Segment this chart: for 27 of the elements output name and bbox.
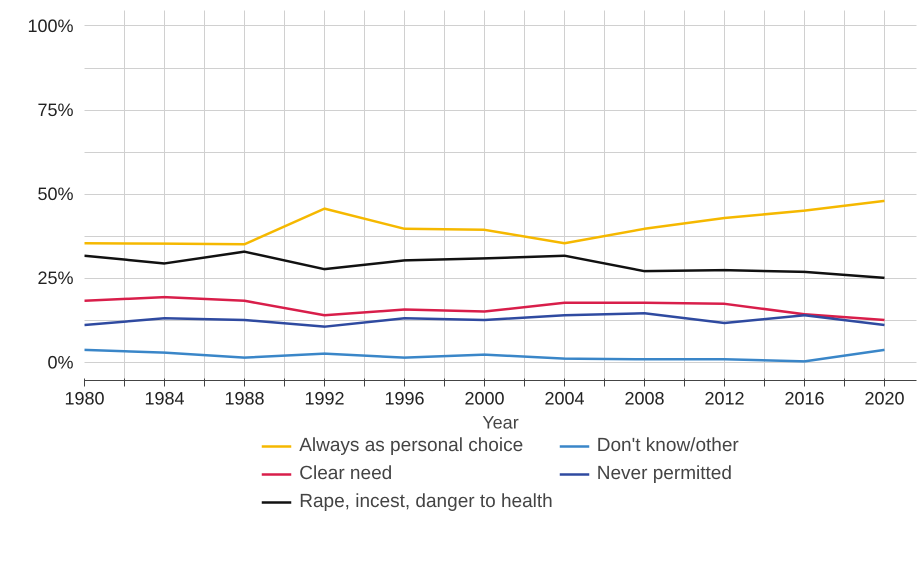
line-series: [84, 250, 886, 280]
y-tick-label: 0%: [47, 352, 74, 372]
line-series: [84, 296, 886, 322]
x-tick-label: 1980: [64, 388, 105, 408]
y-tick-label: 25%: [37, 268, 74, 288]
x-tick-label: 1992: [304, 388, 345, 408]
x-tick-label: 2020: [864, 388, 905, 408]
x-tick-label: 2012: [704, 388, 745, 408]
x-axis-title: Year: [482, 412, 519, 432]
line-series: [84, 348, 886, 363]
x-tick-label: 2016: [784, 388, 825, 408]
x-tick-label: 1988: [224, 388, 265, 408]
y-tick-label: 50%: [37, 184, 74, 204]
line-series: [84, 200, 886, 246]
legend-label: Don't know/other: [596, 435, 739, 457]
line-series: [84, 312, 886, 328]
x-tick-label: 1984: [144, 388, 185, 408]
x-tick-label: 1996: [384, 388, 425, 408]
legend-label: Never permitted: [596, 463, 732, 485]
legend-label: Clear need: [299, 463, 392, 485]
legend-label: Always as personal choice: [299, 435, 524, 457]
legend-label: Rape, incest, danger to health: [299, 491, 553, 513]
x-tick-label: 2004: [544, 388, 585, 408]
x-tick-label: 2008: [624, 388, 665, 408]
y-tick-label: 75%: [37, 100, 74, 120]
x-tick-label: 2000: [464, 388, 505, 408]
y-tick-label: 100%: [27, 16, 74, 36]
